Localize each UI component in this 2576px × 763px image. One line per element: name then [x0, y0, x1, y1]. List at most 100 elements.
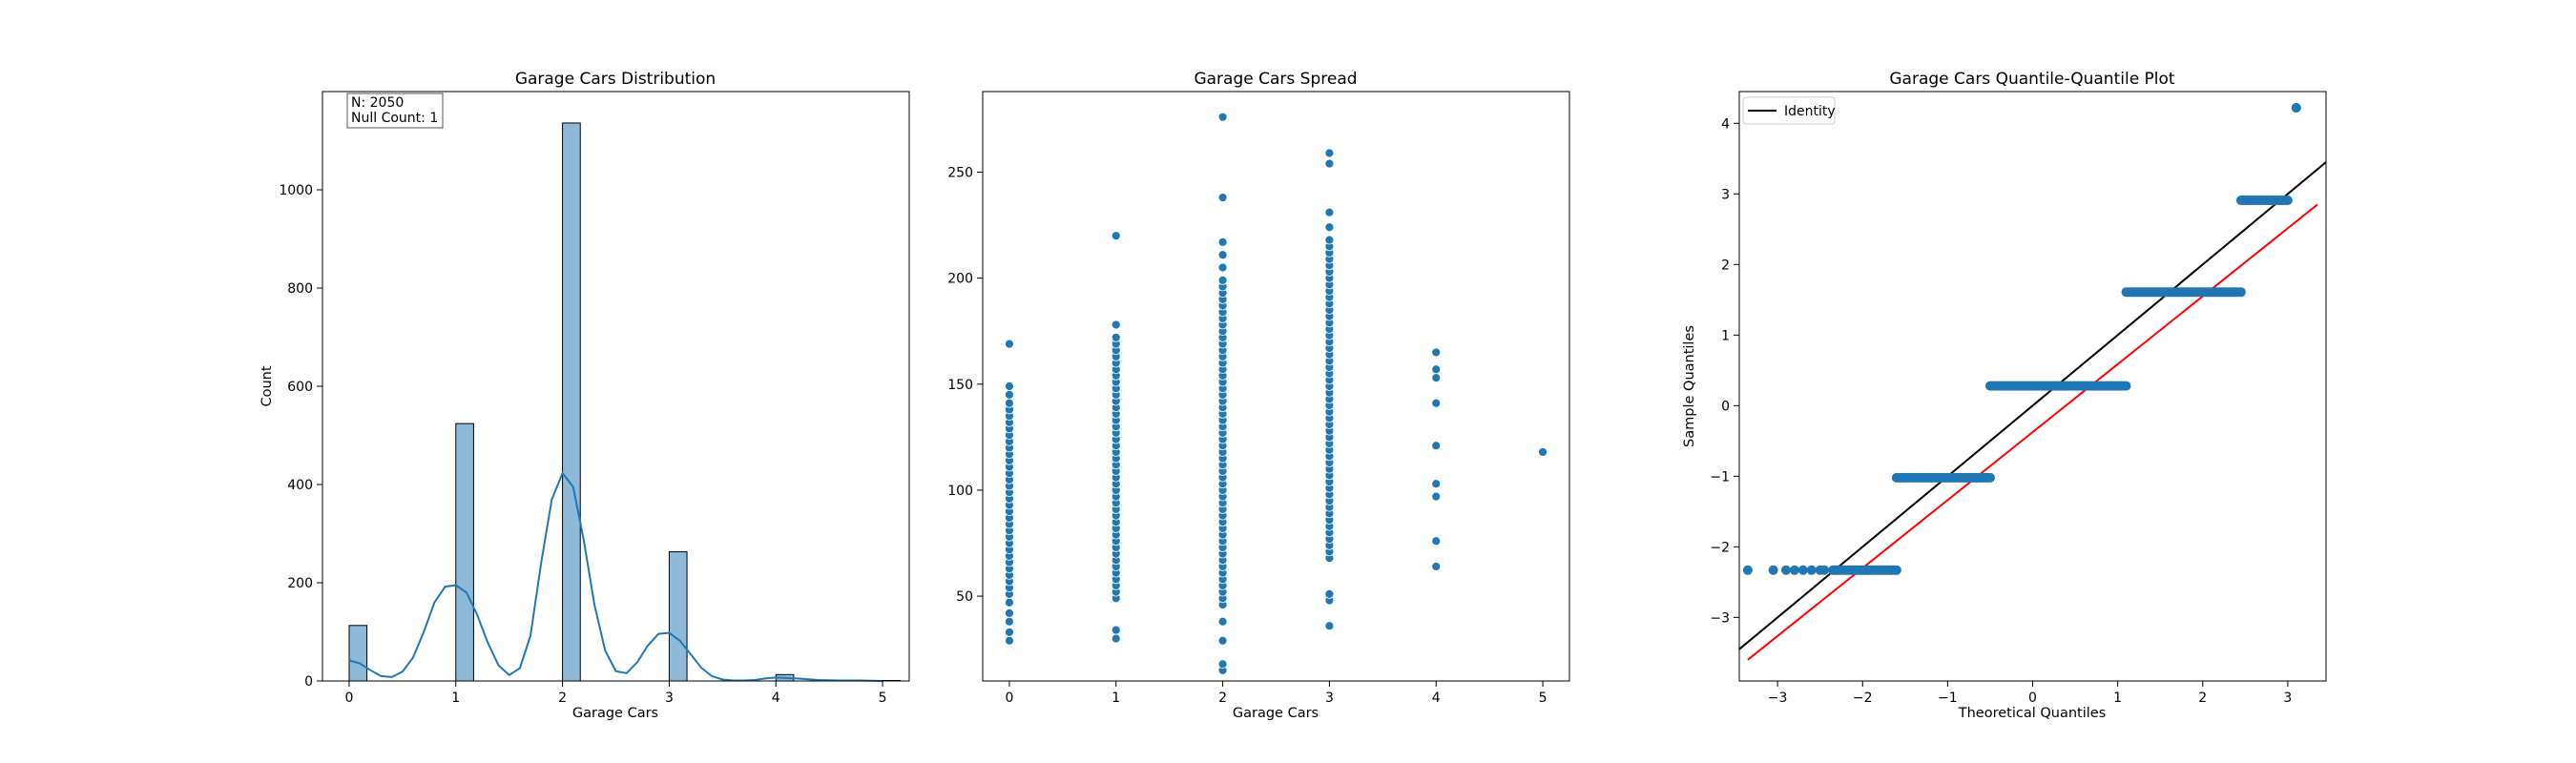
scatter-point [1217, 112, 1228, 122]
scatter-point [1005, 616, 1014, 627]
scatter-point [1217, 616, 1228, 627]
histogram-bar [455, 423, 474, 682]
scatter-y-tick-label: 50 [956, 589, 973, 605]
qq-y-tick-label: −1 [1710, 469, 1730, 485]
scatter-point [1431, 536, 1442, 546]
scatter-point [1005, 398, 1014, 408]
qq-point [1742, 565, 1753, 575]
scatter-x-tick-label: 5 [1539, 691, 1548, 706]
histogram-y-tick-label: 200 [287, 576, 313, 591]
scatter-title: Garage Cars Spread [1194, 70, 1357, 89]
scatter-point [1431, 364, 1442, 375]
scatter-point [1111, 625, 1121, 635]
histogram-y-tick-label: 600 [287, 380, 313, 395]
qq-point [1797, 565, 1808, 575]
histogram-y-tick-label: 400 [287, 478, 313, 493]
qq-legend: Identity [1742, 96, 1836, 125]
scatter-point [1324, 235, 1335, 245]
scatter-point [1005, 608, 1014, 618]
scatter-x-tick-label: 3 [1325, 691, 1334, 706]
qq-point [2235, 287, 2246, 298]
histogram-y-tick-label: 1000 [279, 183, 313, 198]
histogram-x-label: Garage Cars [572, 706, 658, 721]
scatter-point [1005, 597, 1014, 608]
scatter-point [1324, 148, 1335, 158]
scatter-x-tick-label: 2 [1218, 691, 1227, 706]
histogram-x-tick-label: 1 [451, 691, 460, 706]
qq-point [1806, 565, 1817, 575]
scatter-point [1111, 332, 1121, 342]
qq-y-tick-label: −3 [1710, 610, 1730, 626]
histogram-x-tick-label: 4 [772, 691, 780, 706]
qq-point [1781, 565, 1792, 575]
qq-y-tick-label: 3 [1721, 187, 1730, 202]
qq-axes-frame [1738, 91, 2327, 682]
qq-point [1768, 565, 1778, 575]
scatter-point [1324, 158, 1335, 169]
histogram-bar [348, 625, 368, 682]
scatter-point [1431, 562, 1442, 571]
scatter-point [1431, 347, 1442, 358]
scatter-point [1005, 382, 1014, 391]
scatter-point [1005, 339, 1014, 349]
kde-line [348, 471, 883, 682]
histogram-axes-frame [322, 91, 910, 682]
histogram-bar [562, 122, 581, 682]
scatter-y-tick-label: 100 [947, 484, 973, 499]
scatter-x-tick-label: 4 [1432, 691, 1441, 706]
histogram-panel: Garage Cars Distribution 0 1 2 3 4 5 0 200 400 60… [260, 70, 910, 721]
scatter-x-tick-label: 1 [1111, 691, 1120, 706]
scatter-point [1217, 659, 1228, 670]
scatter-axes-frame [982, 91, 1570, 682]
histogram-x-tick-label: 0 [344, 691, 353, 706]
scatter-point [1324, 588, 1335, 599]
qq-point [2282, 195, 2293, 205]
scatter-point [1324, 207, 1335, 217]
scatter-point [1431, 441, 1442, 451]
qq-y-tick-label: −2 [1710, 540, 1730, 555]
qq-point [1984, 472, 1995, 483]
scatter-point [1217, 262, 1228, 273]
scatter-panel: Garage Cars Spread 0 1 2 3 4 550100150200250 … [947, 70, 1570, 721]
identity-line [1739, 161, 2326, 650]
histogram-y-label: Count [260, 365, 275, 406]
qq-panel: Garage Cars Quantile-Quantile Plot −3 −2 −… [1682, 70, 2327, 721]
qq-y-label: Sample Quantiles [1682, 325, 1697, 447]
histogram-y-tick-label: 0 [304, 674, 313, 690]
scatter-point [1111, 320, 1121, 330]
scatter-point [1431, 373, 1442, 383]
annotation-box [346, 93, 444, 129]
qq-point [1789, 565, 1799, 575]
qq-title: Garage Cars Quantile-Quantile Plot [1889, 70, 2175, 89]
histogram-x-tick-label: 2 [558, 691, 567, 706]
scatter-point [1111, 633, 1121, 644]
qq-point [2121, 381, 2131, 391]
scatter-point [1538, 447, 1548, 457]
scatter-y-tick-label: 200 [947, 272, 973, 287]
qq-y-tick-label: 4 [1721, 116, 1730, 132]
scatter-y-tick-label: 250 [947, 165, 973, 180]
annotation-n: N: 2050 [351, 95, 404, 111]
qq-plot-area: −3 −2 −1 0 1 2 3 −3 −2 −1 0 1 2 3 4 [1710, 103, 2326, 706]
histogram-title: Garage Cars Distribution [515, 70, 716, 89]
qq-x-tick-label: 3 [2283, 691, 2292, 706]
histogram-bar [668, 551, 688, 682]
scatter-point [1431, 491, 1442, 502]
scatter-x-tick-label: 0 [1005, 691, 1013, 706]
qq-x-label: Theoretical Quantiles [1958, 706, 2107, 721]
histogram-x-tick-label: 3 [665, 691, 674, 706]
histogram-annotation: N: 2050 Null Count: 1 [346, 93, 444, 129]
legend-identity-label: Identity [1784, 104, 1836, 119]
scatter-point [1005, 389, 1014, 400]
qq-y-tick-label: 2 [1721, 258, 1730, 273]
scatter-point [1324, 222, 1335, 233]
scatter-point [1431, 398, 1442, 408]
scatter-point [1431, 479, 1442, 489]
qq-x-tick-label: 0 [2028, 691, 2037, 706]
qq-x-tick-label: −1 [1938, 691, 1958, 706]
legend-box [1742, 96, 1836, 125]
qq-point [1891, 565, 1901, 575]
scatter-point [1217, 237, 1228, 247]
qq-y-tick-label: 0 [1721, 399, 1730, 414]
scatter-plot-area: 0 1 2 3 4 5 50 100 150 200 250 [947, 112, 1548, 706]
